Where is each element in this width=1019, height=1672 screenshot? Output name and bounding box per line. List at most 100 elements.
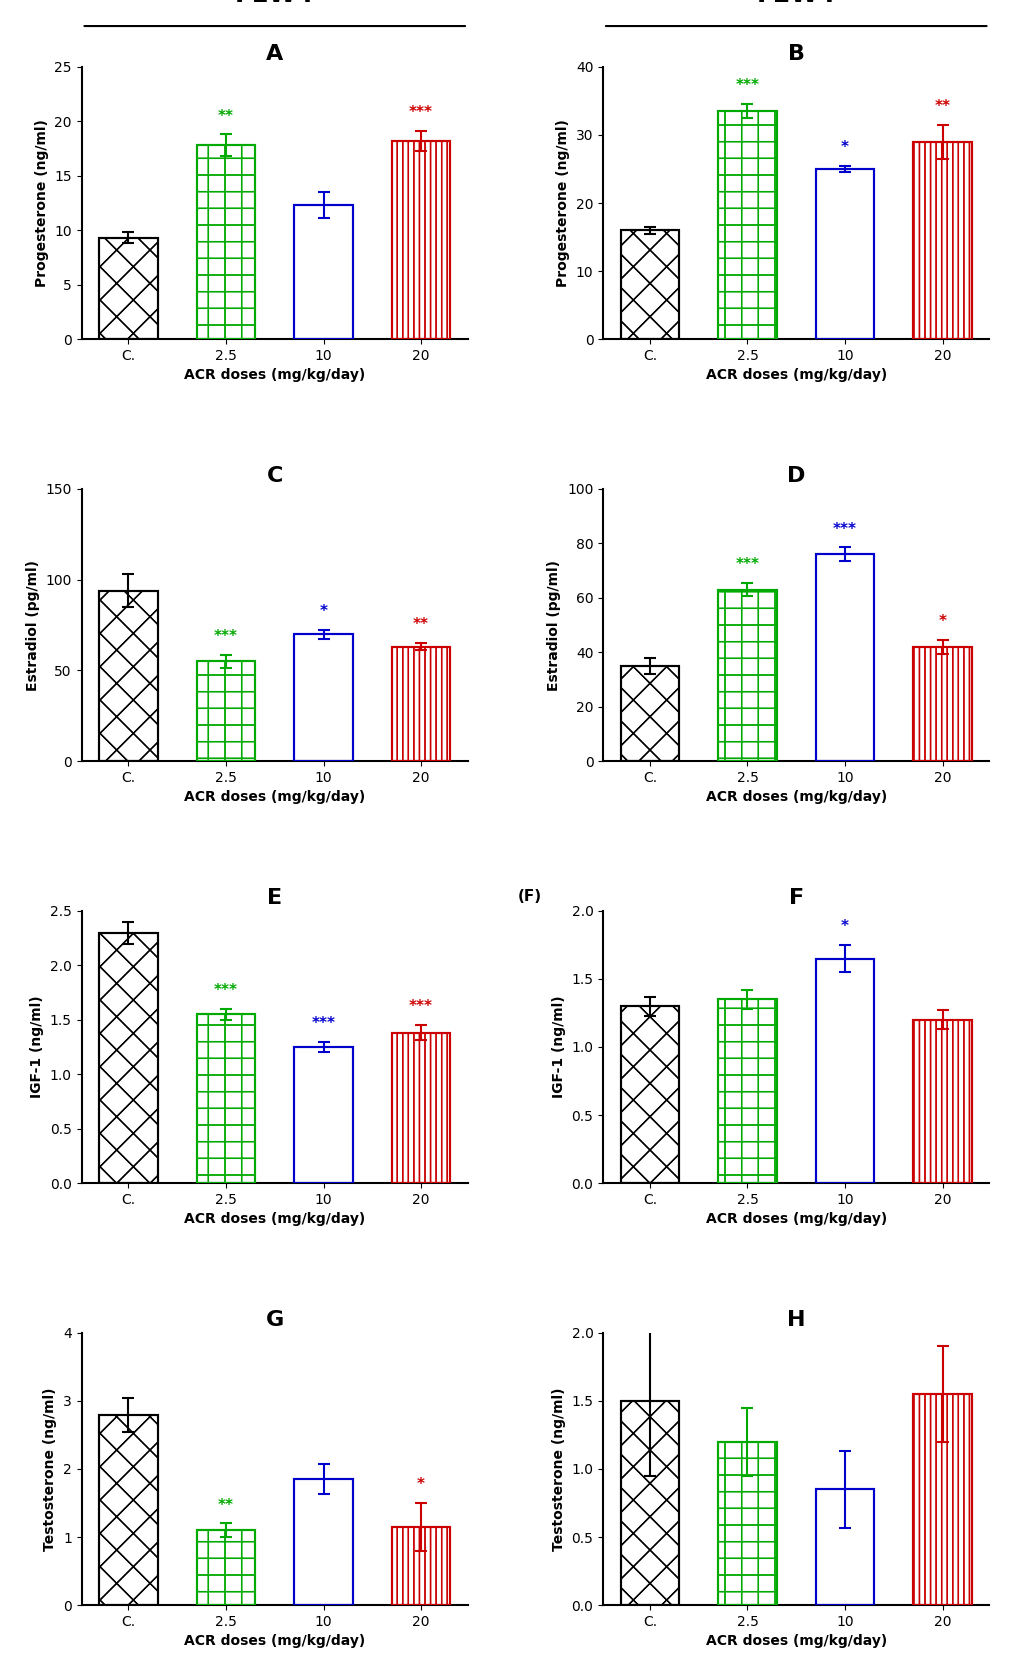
Bar [912,1394,971,1605]
Bar [197,145,255,339]
Title: C: C [266,466,282,487]
Bar [197,1530,255,1605]
Bar [912,647,971,761]
Bar [99,1415,158,1605]
Bar [197,145,255,339]
Y-axis label: Estradiol (pg/ml): Estradiol (pg/ml) [547,560,560,691]
Title: D: D [787,466,805,487]
Bar [293,1480,353,1605]
Bar [912,1020,971,1184]
Text: *: * [841,920,848,935]
Text: ***: *** [409,1000,433,1015]
Bar [391,647,450,761]
Bar [620,1007,679,1184]
Text: (F): (F) [518,890,542,905]
Bar [293,634,353,761]
Bar [717,590,776,761]
Bar [391,1527,450,1605]
Bar [717,110,776,339]
Bar [717,1441,776,1605]
Text: ***: *** [311,1015,335,1030]
Bar [197,662,255,761]
X-axis label: ACR doses (mg/kg/day): ACR doses (mg/kg/day) [184,1635,365,1649]
Bar [293,1480,353,1605]
X-axis label: ACR doses (mg/kg/day): ACR doses (mg/kg/day) [705,368,886,383]
X-axis label: ACR doses (mg/kg/day): ACR doses (mg/kg/day) [184,791,365,804]
Bar [717,1000,776,1184]
Bar [815,958,873,1184]
Bar [620,1401,679,1605]
Y-axis label: Progesterone (ng/ml): Progesterone (ng/ml) [35,119,49,288]
Bar [391,1033,450,1184]
Bar [99,1415,158,1605]
Bar [815,169,873,339]
X-axis label: ACR doses (mg/kg/day): ACR doses (mg/kg/day) [705,791,886,804]
Bar [99,590,158,761]
Bar [717,1441,776,1605]
Title: E: E [267,888,282,908]
X-axis label: ACR doses (mg/kg/day): ACR doses (mg/kg/day) [184,368,365,383]
Text: *: * [319,604,327,619]
Text: *: * [841,140,848,155]
Bar [620,1401,679,1605]
Title: H: H [787,1309,805,1329]
X-axis label: ACR doses (mg/kg/day): ACR doses (mg/kg/day) [705,1212,886,1226]
Text: **: ** [218,1498,233,1513]
Bar [620,665,679,761]
Bar [391,140,450,339]
Bar [197,1015,255,1184]
Text: ***: *** [214,629,237,644]
Bar [815,1490,873,1605]
Bar [293,634,353,761]
Bar [620,231,679,339]
Bar [912,1394,971,1605]
Bar [717,1000,776,1184]
Bar [391,1527,450,1605]
Text: F2W4: F2W4 [756,0,836,7]
Bar [815,553,873,761]
Text: **: ** [413,617,429,632]
Bar [391,647,450,761]
Bar [99,237,158,339]
Bar [99,933,158,1184]
Text: *: * [937,614,946,629]
Bar [815,1490,873,1605]
Bar [293,1047,353,1184]
Bar [197,662,255,761]
X-axis label: ACR doses (mg/kg/day): ACR doses (mg/kg/day) [184,1212,365,1226]
Title: F: F [788,888,803,908]
Y-axis label: Testosterone (ng/ml): Testosterone (ng/ml) [551,1388,566,1550]
Text: ***: *** [409,105,433,120]
Text: ***: *** [833,522,856,537]
Text: ***: *** [735,79,759,94]
Bar [815,958,873,1184]
Title: A: A [266,43,283,64]
Bar [293,206,353,339]
Bar [912,142,971,339]
Bar [391,1033,450,1184]
Text: F1W4: F1W4 [234,0,314,7]
Bar [912,142,971,339]
Y-axis label: Estradiol (pg/ml): Estradiol (pg/ml) [25,560,40,691]
Bar [717,110,776,339]
Bar [99,933,158,1184]
Bar [391,140,450,339]
Bar [815,169,873,339]
Bar [815,553,873,761]
Bar [197,1530,255,1605]
Text: **: ** [218,109,233,124]
Text: ***: *** [735,557,759,572]
Bar [197,1015,255,1184]
Y-axis label: IGF-1 (ng/ml): IGF-1 (ng/ml) [551,997,566,1099]
Bar [99,590,158,761]
Bar [717,590,776,761]
Y-axis label: Progesterone (ng/ml): Progesterone (ng/ml) [555,119,570,288]
Y-axis label: Testosterone (ng/ml): Testosterone (ng/ml) [44,1388,57,1550]
Text: ***: *** [214,983,237,998]
Bar [293,206,353,339]
Bar [912,1020,971,1184]
Text: **: ** [933,99,950,114]
Bar [620,665,679,761]
Title: G: G [265,1309,283,1329]
Bar [620,1007,679,1184]
